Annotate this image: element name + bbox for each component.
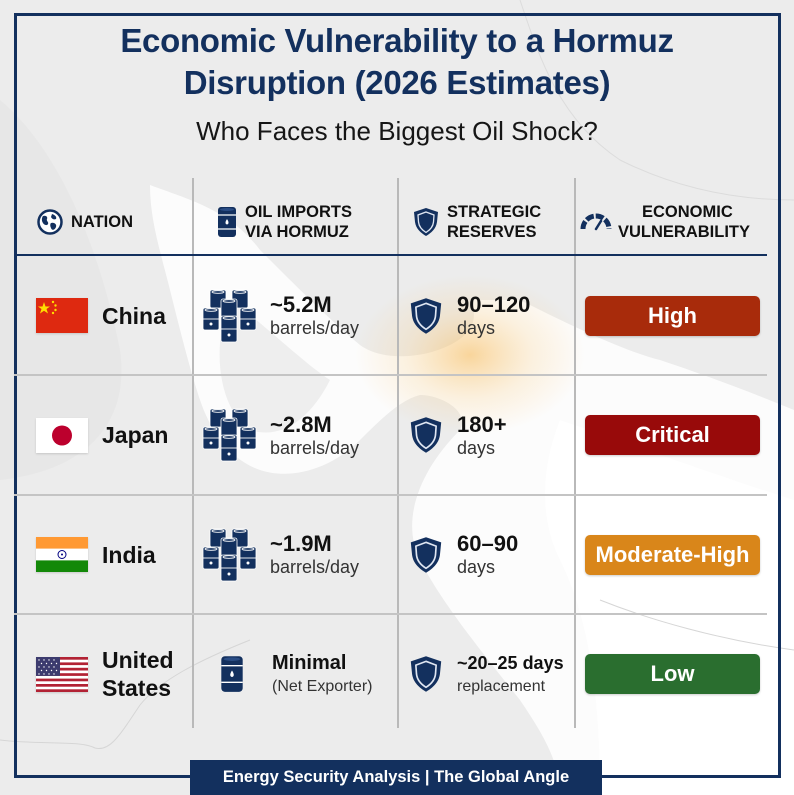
vulnerability-cell: Low [585,615,760,733]
title-line-2: Disruption (2026 Estimates) [183,64,611,101]
imports-cell: ~1.9M barrels/day [202,496,359,613]
shield-icon [409,536,443,574]
imports-unit: barrels/day [270,318,360,338]
imports-value: ~5.2M [270,292,332,317]
vulnerability-badge: Moderate-High [585,534,760,575]
page-title: Economic Vulnerability to a Hormuz Disru… [0,20,794,104]
nation-cell: India [36,496,156,613]
reserves-unit: days [457,318,496,338]
column-header-label: ECONOMIC [642,203,733,221]
vulnerability-cell: Critical [585,376,760,494]
column-header-label: VIA HORMUZ [245,223,349,241]
china-flag [36,298,88,333]
column-divider [574,178,576,728]
imports-unit: barrels/day [270,437,360,458]
reserves-unit: days [457,557,496,577]
country-name: States [102,675,172,701]
imports-cell: ~5.2M barrels/day [202,257,359,374]
reserves-cell: ~20–25 days replacement [409,615,564,733]
column-header-label: NATION [71,213,134,231]
column-header-strategic-reserves: STRATEGIC RESERVES [413,192,541,252]
imports-value: Minimal [272,651,347,674]
row-divider [14,613,767,615]
globe-icon [37,209,63,235]
reserves-value: 90–120 [457,292,531,317]
vulnerability-badge: Critical [585,415,760,455]
shield-icon [413,207,439,237]
country-name: China [102,302,166,329]
footer-banner: Energy Security Analysis | The Global An… [190,760,602,795]
column-divider [397,178,399,728]
reserves-unit: replacement [457,677,546,695]
column-divider [192,178,194,728]
japan-flag [36,417,88,453]
shield-icon [409,416,443,454]
nation-cell: United States [36,615,174,733]
vulnerability-badge: High [585,295,760,336]
table-row-china: China [14,257,767,374]
reserves-cell: 60–90 days [409,496,518,613]
vulnerability-cell: High [585,257,760,374]
reserves-value: ~20–25 days [457,652,564,673]
usa-flag [36,656,88,692]
country-name: United [102,647,174,673]
column-header-label: RESERVES [447,223,537,241]
oil-barrel-icon [217,206,237,238]
header-divider [14,254,767,256]
imports-value: ~2.8M [270,411,332,437]
oil-barrels-icon [202,407,260,463]
column-header-label: OIL IMPORTS [245,203,352,221]
nation-cell: Japan [36,376,168,494]
imports-value: ~1.9M [270,531,332,556]
table-row-india: India [14,496,767,613]
column-header-nation: NATION [37,192,133,252]
column-header-label: VULNERABILITY [618,223,750,241]
column-header-economic-vulnerability: ECONOMIC VULNERABILITY [580,192,750,252]
table-row-japan: Japan [14,376,767,494]
column-header-oil-imports: OIL IMPORTS VIA HORMUZ [217,192,352,252]
reserves-unit: days [457,437,496,458]
column-header-label: STRATEGIC [447,203,542,221]
row-divider [14,374,767,376]
shield-icon [409,655,443,693]
india-flag [36,537,88,572]
country-name: India [102,541,156,568]
imports-cell: ~2.8M barrels/day [202,376,359,494]
oil-barrels-icon [202,527,260,583]
row-divider [14,494,767,496]
imports-unit: (Net Exporter) [272,677,373,695]
nation-cell: China [36,257,166,374]
gauge-icon [580,213,612,231]
country-name: Japan [102,422,169,448]
imports-cell: Minimal (Net Exporter) [220,615,372,733]
reserves-cell: 180+ days [409,376,507,494]
vulnerability-cell: Moderate-High [585,496,760,613]
shield-icon [409,297,443,335]
reserves-cell: 90–120 days [409,257,530,374]
vulnerability-badge: Low [585,654,760,694]
oil-barrels-icon [202,288,260,344]
imports-unit: barrels/day [270,557,360,577]
reserves-value: 60–90 [457,531,519,556]
page-subtitle: Who Faces the Biggest Oil Shock? [196,116,598,146]
oil-barrel-icon [220,655,244,693]
reserves-value: 180+ [457,411,507,437]
table-row-united-states: United States Minimal (Net Exporter) [14,615,767,733]
title-line-1: Economic Vulnerability to a Hormuz [120,22,674,59]
